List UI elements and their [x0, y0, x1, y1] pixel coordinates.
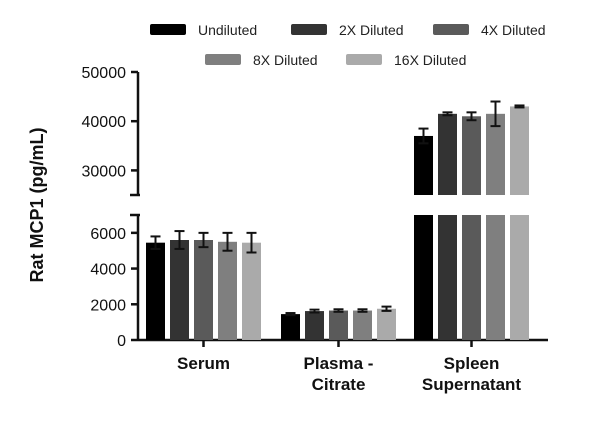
bar: [329, 310, 348, 340]
legend-swatch: [433, 24, 469, 35]
bar: [438, 113, 457, 195]
bar: [486, 215, 505, 340]
legend-swatch: [346, 54, 382, 65]
bar: [510, 215, 529, 340]
y-tick-label: 40000: [82, 114, 127, 131]
bar: [281, 314, 300, 340]
bar: [462, 215, 481, 340]
bar: [242, 242, 261, 340]
bar: [218, 241, 237, 340]
legend-swatch: [150, 24, 186, 35]
category-label: Spleen Supernatant: [422, 354, 522, 394]
bar: [146, 242, 165, 340]
bar: [353, 310, 372, 340]
legend-item: 16X Diluted: [346, 52, 466, 68]
legend-item: 2X Diluted: [291, 22, 404, 38]
y-tick-label: 0: [117, 333, 126, 350]
category-labels: Serum Plasma -Citrate Spleen Supernatant: [177, 340, 521, 394]
legend-label: 2X Diluted: [339, 22, 404, 38]
legend-swatch: [291, 24, 327, 35]
bars: [146, 106, 529, 340]
bar: [462, 116, 481, 195]
bar: [305, 311, 324, 340]
category-label: Serum: [177, 354, 230, 373]
legend-label: Undiluted: [198, 22, 257, 38]
legend-label: 8X Diluted: [253, 52, 318, 68]
error-bars: [150, 100, 525, 317]
bar: [510, 106, 529, 195]
legend-label: 4X Diluted: [481, 22, 546, 38]
y-tick-label: 30000: [82, 163, 127, 180]
legend-item: Undiluted: [150, 22, 257, 38]
bar: [438, 215, 457, 340]
y-tick-label: 50000: [82, 65, 127, 82]
y-tick-label: 6000: [90, 226, 126, 243]
bar: [170, 240, 189, 340]
bar: [486, 113, 505, 195]
legend-item: 4X Diluted: [433, 22, 546, 38]
y-tick-label: 4000: [90, 262, 126, 279]
y-axis-label: Rat MCP1 (pg/mL): [27, 127, 47, 282]
legend-item: 8X Diluted: [205, 52, 318, 68]
legend: Undiluted 2X Diluted 4X Diluted 8X Diluted 1…: [150, 22, 546, 68]
legend-swatch: [205, 54, 241, 65]
bar: [194, 240, 213, 340]
legend-label: 16X Diluted: [394, 52, 466, 68]
y-tick-label: 2000: [90, 297, 126, 314]
bar: [414, 135, 433, 195]
category-label: Plasma -Citrate: [304, 354, 374, 394]
bar: [377, 308, 396, 340]
bar: [414, 215, 433, 340]
